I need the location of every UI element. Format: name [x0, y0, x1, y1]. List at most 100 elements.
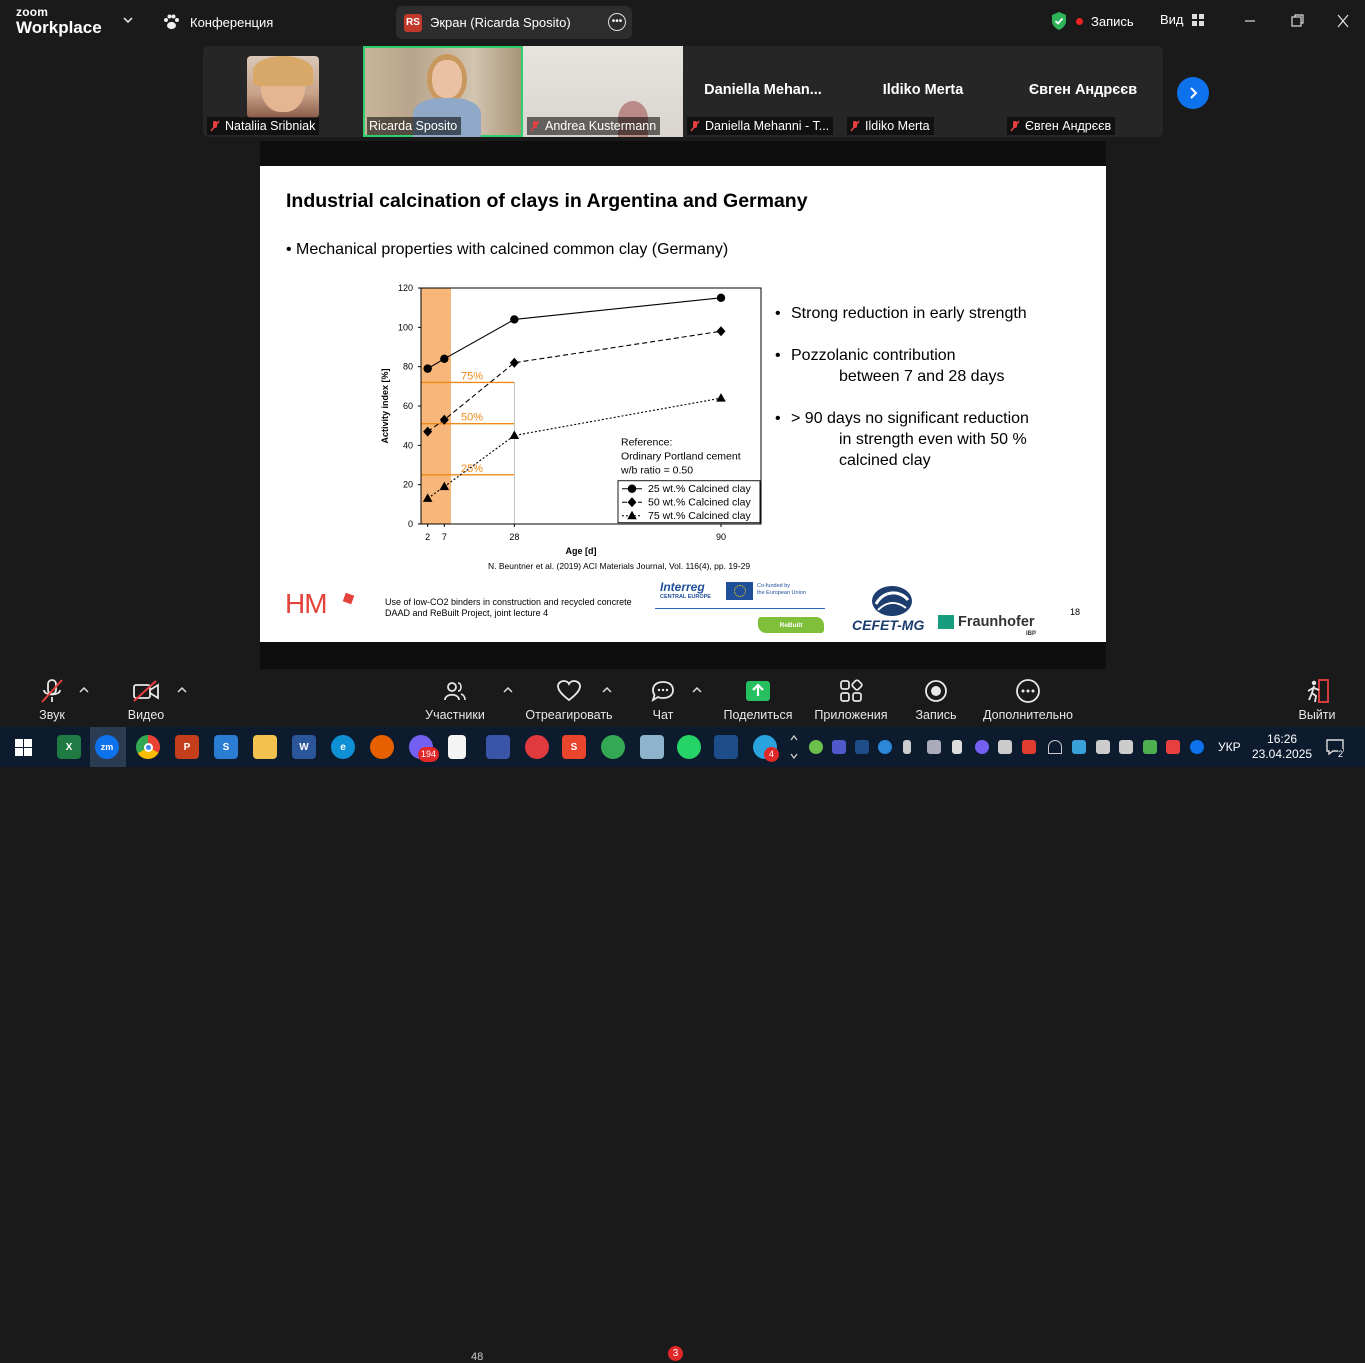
tray-webex-icon[interactable] [855, 740, 869, 754]
view-button[interactable]: Вид [1160, 12, 1204, 27]
archive-icon[interactable] [640, 735, 664, 759]
participant-tile[interactable]: Nataliia Sribniak [203, 46, 363, 137]
chat-badge: 3 [668, 1346, 683, 1361]
tray-wifi-icon[interactable] [1048, 740, 1062, 754]
more-button[interactable]: Дополнительно [982, 677, 1074, 722]
legend-marker [627, 497, 637, 508]
tray-app-icon[interactable] [878, 740, 892, 754]
view-label: Вид [1160, 12, 1184, 27]
language-indicator[interactable]: УКР [1218, 740, 1241, 754]
series-line-2 [427, 330, 722, 433]
participants-options-caret-icon[interactable] [503, 686, 513, 694]
tray-expand-icon[interactable] [789, 731, 799, 763]
tray-display-icon[interactable] [927, 740, 941, 754]
leave-icon [1307, 679, 1329, 703]
participant-tile[interactable]: Daniella Mehan... Daniella Mehanni - T..… [683, 46, 843, 137]
activity-index-chart: 75% 50% 25% 0 20 40 60 80 100 120 2 7 28 90 Age [d] Act… [380, 283, 762, 556]
grid-icon [1191, 13, 1204, 26]
muted-mic-icon [530, 120, 540, 132]
tray-mic-icon[interactable] [903, 740, 911, 754]
firefox-icon[interactable] [370, 735, 394, 759]
windows-start-icon[interactable] [15, 739, 32, 756]
tray-security-icon[interactable] [1143, 740, 1157, 754]
y-tick-label: 20 [403, 480, 413, 490]
participant-tile-active[interactable]: Ricarda Sposito [363, 46, 523, 137]
audio-button[interactable]: Звук [30, 677, 74, 722]
x-tick-label: 28 [509, 532, 519, 542]
tray-check-icon[interactable] [809, 740, 823, 754]
restore-icon[interactable] [1287, 12, 1307, 30]
react-button[interactable]: Отреагировать [524, 677, 614, 722]
participant-name: Євген Андрєєв [1025, 119, 1112, 133]
screen-share-indicator[interactable]: RS Экран (Ricarda Sposito) ••• [396, 6, 632, 39]
tray-battery-icon[interactable] [998, 740, 1012, 754]
zoom-icon[interactable]: zm [95, 735, 119, 759]
tray-mute-icon[interactable] [1166, 740, 1180, 754]
share-button[interactable]: Поделиться [722, 677, 794, 722]
excel-icon[interactable]: X [57, 735, 81, 759]
whatsapp-icon[interactable] [677, 735, 701, 759]
leave-button[interactable]: Выйти [1297, 677, 1337, 722]
powerpoint-icon[interactable]: P [175, 735, 199, 759]
word-icon[interactable]: W [292, 735, 316, 759]
y-axis-label: Activity index [%] [380, 368, 390, 443]
cefet-logo: CEFET-MG [852, 617, 925, 633]
video-button[interactable]: Видео [124, 677, 168, 722]
point-2-line-1: Pozzolanic contribution [791, 347, 956, 364]
video-label: Видео [127, 708, 165, 722]
data-point-series-3 [716, 393, 726, 402]
participants-button[interactable]: Участники [420, 677, 490, 722]
recording-indicator[interactable]: Запись [1050, 11, 1134, 31]
more-options-icon[interactable]: ••• [608, 13, 626, 31]
data-point-series-2 [423, 426, 433, 437]
chat-button[interactable]: Чат [645, 677, 681, 722]
legend-marker [627, 510, 637, 520]
paw-icon [164, 14, 179, 30]
series-line-3 [427, 397, 722, 499]
tray-network-icon[interactable] [1072, 740, 1086, 754]
participant-display-name: Ildiko Merta [882, 82, 964, 98]
participant-tile[interactable]: Ildiko Merta Ildiko Merta [843, 46, 1003, 137]
react-options-caret-icon[interactable] [602, 686, 612, 694]
legend-label: 50 wt.% Calcined clay [648, 497, 751, 509]
participant-tile[interactable]: Andrea Kustermann [523, 46, 683, 137]
chat-options-caret-icon[interactable] [692, 686, 702, 694]
next-page-button[interactable] [1177, 77, 1209, 109]
citation: N. Beuntner et al. (2019) ACI Materials … [488, 561, 751, 571]
logo-divider [655, 608, 825, 609]
tray-zoom-icon[interactable] [1190, 740, 1204, 754]
close-icon[interactable] [1333, 12, 1353, 30]
apps-button[interactable]: Приложения [813, 677, 889, 722]
minimize-icon[interactable] [1240, 12, 1260, 30]
share-screen-icon [746, 681, 770, 701]
notifications-icon[interactable] [1325, 738, 1345, 756]
save-icon[interactable] [486, 735, 510, 759]
audio-options-caret-icon[interactable] [79, 686, 89, 694]
data-point-series-1 [716, 293, 726, 303]
tray-s-icon[interactable] [1022, 740, 1036, 754]
tray-teams-icon[interactable] [832, 740, 846, 754]
notepad-icon[interactable] [448, 735, 466, 759]
tray-volume-icon[interactable] [1119, 740, 1133, 754]
record-label: Запись [915, 708, 957, 722]
snipping-icon[interactable]: S [214, 735, 238, 759]
chevron-down-icon[interactable] [122, 14, 134, 26]
file-explorer-icon[interactable] [253, 735, 277, 759]
participant-tile[interactable]: Євген Андрєєв Євген Андрєєв [1003, 46, 1163, 137]
webex-icon[interactable] [714, 735, 738, 759]
clock[interactable]: 16:26 23.04.2025 [1252, 732, 1312, 762]
meeting-info-button[interactable]: Конференция [162, 13, 273, 31]
chrome-icon[interactable] [136, 735, 160, 759]
anydesk-icon[interactable] [525, 735, 549, 759]
tray-camera-icon[interactable] [1096, 740, 1110, 754]
edge-icon[interactable]: e [331, 735, 355, 759]
tray-usb-icon[interactable] [952, 740, 962, 754]
interreg-text: Interreg [660, 580, 705, 594]
chrome-profile-icon[interactable] [601, 735, 625, 759]
reference-text-line: Ordinary Portland cement [621, 450, 741, 462]
data-point-series-3 [509, 430, 520, 439]
record-button[interactable]: Запись [912, 677, 960, 722]
tray-viber-icon[interactable] [975, 740, 989, 754]
app-s-icon[interactable]: S [562, 735, 586, 759]
video-options-caret-icon[interactable] [177, 686, 187, 694]
